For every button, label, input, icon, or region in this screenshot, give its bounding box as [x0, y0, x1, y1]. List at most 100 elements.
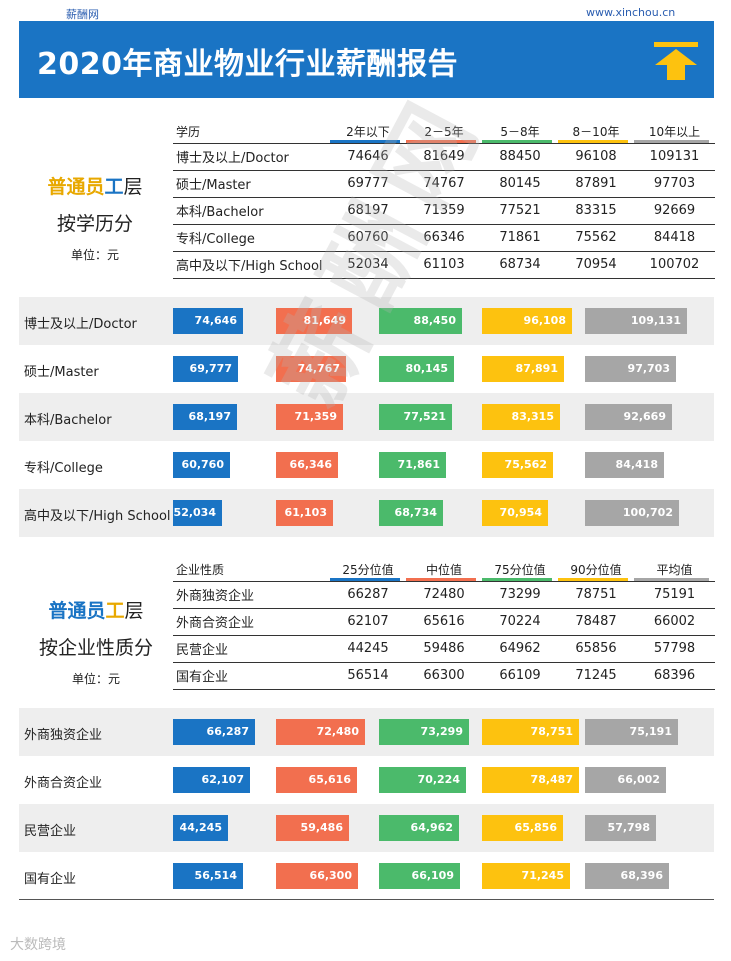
data-label: 66,300 [309, 869, 352, 882]
header-label: 学历 [176, 125, 201, 140]
chart-row: 本科/Bachelor 68,197 71,359 77,521 83,315 92,66… [19, 393, 714, 441]
table-cell: 71359 [406, 196, 482, 224]
data-label: 59,486 [300, 821, 343, 834]
page-title: 2020年商业物业行业薪酬报告 [37, 47, 458, 82]
table-header-cell: 8－10年 [558, 121, 634, 143]
chart-row: 外商独资企业 66,287 72,480 73,299 78,751 75,191 [19, 708, 714, 756]
data-label: 68,396 [620, 869, 663, 882]
table-cell: 71861 [482, 223, 558, 251]
chart-row: 国有企业 56,514 66,300 66,109 71,245 68,396 [19, 852, 714, 900]
data-label: 66,109 [411, 869, 454, 882]
bottom-divider [19, 899, 714, 900]
section2-title-b: 工 [105, 600, 125, 622]
row-label: 外商合资企业 [173, 607, 330, 635]
bar: 66,109 [379, 863, 460, 889]
data-label: 73,299 [420, 725, 463, 738]
series-color-underline [482, 139, 552, 143]
chart-row: 民营企业 44,245 59,486 64,962 65,856 57,798 [19, 804, 714, 852]
data-label: 69,777 [189, 362, 232, 375]
data-label: 68,734 [394, 506, 437, 519]
data-label: 71,359 [294, 410, 337, 423]
data-label: 44,245 [179, 821, 222, 834]
bar: 72,480 [276, 719, 365, 745]
section1-heading: 普通员工层 按学历分 单位：元 [30, 172, 160, 263]
data-label: 100,702 [622, 506, 673, 519]
table-cell: 65616 [406, 607, 482, 635]
enterprise-salary-table: 企业性质 25分位值 中位值 75分位值 90分位值 平均值 外商独资企业 66287 724… [173, 559, 715, 690]
header-label: 25分位值 [342, 563, 394, 578]
header-label: 10年以上 [648, 125, 701, 140]
category-label: 博士及以上/Doctor [24, 317, 137, 332]
bar: 61,103 [276, 500, 333, 526]
series-color-underline [482, 577, 552, 581]
site-url[interactable]: www.xinchou.cn [586, 6, 676, 19]
chart-row: 硕士/Master 69,777 74,767 80,145 87,891 97,703 [19, 345, 714, 393]
header-label: 企业性质 [176, 563, 225, 578]
bar: 68,734 [379, 500, 443, 526]
section1-title-b: 工 [104, 176, 124, 198]
bar: 96,108 [482, 308, 572, 334]
table-cell: 80145 [482, 169, 558, 197]
category-label: 专科/College [24, 461, 103, 476]
bar: 65,856 [482, 815, 563, 841]
chart-row: 外商合资企业 62,107 65,616 70,224 78,487 66,002 [19, 756, 714, 804]
up-arrow-icon [654, 42, 698, 80]
table-cell: 52034 [330, 250, 406, 279]
data-label: 97,703 [627, 362, 670, 375]
data-label: 74,767 [297, 362, 340, 375]
data-label: 87,891 [515, 362, 558, 375]
section2-title-a: 普通员 [48, 600, 106, 622]
bar: 66,002 [585, 767, 666, 793]
table-cell: 97703 [634, 169, 715, 197]
table-cell: 68396 [634, 661, 715, 690]
series-color-underline [558, 139, 628, 143]
table-cell: 96108 [558, 142, 634, 170]
table-cell: 68197 [330, 196, 406, 224]
table-header-cell: 2－5年 [406, 121, 482, 143]
bar: 75,562 [482, 452, 553, 478]
category-label: 高中及以下/High School [24, 509, 171, 524]
header-label: 2年以下 [346, 125, 390, 140]
table-cell: 75562 [558, 223, 634, 251]
bar: 66,287 [173, 719, 255, 745]
data-label: 109,131 [630, 314, 681, 327]
table-cell: 62107 [330, 607, 406, 635]
table-cell: 88450 [482, 142, 558, 170]
bar: 44,245 [173, 815, 228, 841]
table-cell: 66300 [406, 661, 482, 690]
bar: 97,703 [585, 356, 676, 382]
table-cell: 65856 [558, 634, 634, 662]
bar: 109,131 [585, 308, 687, 334]
data-label: 77,521 [403, 410, 446, 423]
bar: 68,396 [585, 863, 669, 889]
data-label: 71,245 [521, 869, 564, 882]
bar: 52,034 [173, 500, 222, 526]
row-label: 硕士/Master [173, 169, 330, 197]
series-color-underline [330, 139, 400, 143]
table-cell: 87891 [558, 169, 634, 197]
header-label: 90分位值 [570, 563, 622, 578]
table-header-cell: 平均值 [634, 559, 715, 581]
table-cell: 72480 [406, 580, 482, 608]
bar: 75,191 [585, 719, 678, 745]
series-color-underline [406, 139, 476, 143]
table-cell: 68734 [482, 250, 558, 279]
bar: 60,760 [173, 452, 230, 478]
table-header-cell: 25分位值 [330, 559, 406, 581]
bar: 70,954 [482, 500, 548, 526]
data-label: 60,760 [181, 458, 224, 471]
row-label: 国有企业 [173, 661, 330, 690]
category-label: 国有企业 [24, 872, 77, 887]
bar: 77,521 [379, 404, 452, 430]
bar: 64,962 [379, 815, 459, 841]
data-label: 52,034 [173, 506, 216, 519]
bar: 70,224 [379, 767, 466, 793]
section2-heading: 普通员工层 按企业性质分 单位：元 [28, 596, 164, 687]
table-cell: 71245 [558, 661, 634, 690]
bar: 71,245 [482, 863, 570, 889]
section1-title-c: 层 [123, 176, 143, 198]
bar: 83,315 [482, 404, 560, 430]
table-row: 博士及以上/Doctor 74646 81649 88450 96108 109131 [173, 142, 715, 170]
data-label: 64,962 [410, 821, 453, 834]
data-label: 75,191 [629, 725, 672, 738]
